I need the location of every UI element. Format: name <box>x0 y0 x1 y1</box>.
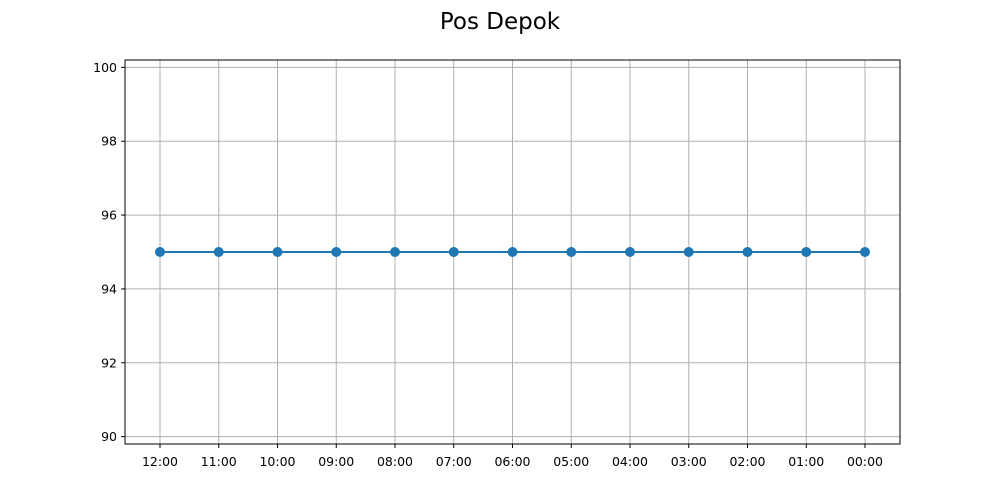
x-tick-label: 06:00 <box>494 454 530 469</box>
data-point <box>448 247 459 257</box>
x-axis: 12:00 11:00 10:00 09:00 08:00 07:00 06:00 05:00… <box>142 444 883 469</box>
y-tick-label: 92 <box>101 355 117 370</box>
data-point <box>801 247 812 257</box>
y-tick-label: 100 <box>93 60 117 75</box>
x-tick-label: 02:00 <box>729 454 765 469</box>
x-tick-label: 08:00 <box>377 454 413 469</box>
y-tick-label: 94 <box>101 281 117 296</box>
x-tick-label: 05:00 <box>553 454 589 469</box>
x-tick-label: 03:00 <box>671 454 707 469</box>
data-point <box>566 247 577 257</box>
x-tick-label: 11:00 <box>201 454 237 469</box>
y-tick-label: 90 <box>101 429 117 444</box>
data-point <box>507 247 518 257</box>
data-point <box>213 247 224 257</box>
x-tick-label: 04:00 <box>612 454 648 469</box>
data-point <box>390 247 400 257</box>
data-point <box>272 247 283 257</box>
x-tick-label: 01:00 <box>788 454 824 469</box>
data-point <box>331 247 342 257</box>
chart-title: Pos Depok <box>440 9 561 35</box>
x-tick-label: 00:00 <box>847 454 883 469</box>
x-tick-label: 07:00 <box>436 454 472 469</box>
y-axis: 90 92 94 96 98 100 <box>93 60 125 444</box>
data-point <box>683 247 694 257</box>
data-point <box>155 247 165 257</box>
series-layer <box>155 247 870 257</box>
data-point <box>625 247 635 257</box>
data-point <box>860 247 870 257</box>
y-tick-label: 96 <box>101 208 117 223</box>
x-tick-label: 09:00 <box>318 454 354 469</box>
data-point <box>742 247 753 257</box>
x-tick-label: 12:00 <box>142 454 178 469</box>
y-tick-label: 98 <box>101 134 117 149</box>
x-tick-label: 10:00 <box>259 454 295 469</box>
